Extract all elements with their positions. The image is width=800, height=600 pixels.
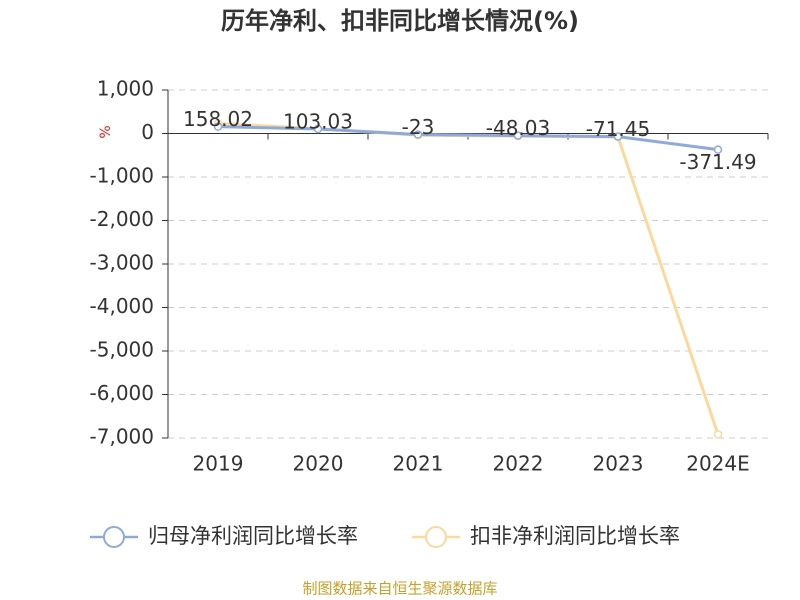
data-point <box>713 145 723 154</box>
x-tick-label: 2024E <box>686 452 750 476</box>
x-tick-label: 2020 <box>293 452 344 476</box>
y-tick-label: -4,000 <box>90 294 154 318</box>
y-tick-label: 1,000 <box>97 77 154 101</box>
x-tick-label: 2019 <box>193 452 244 476</box>
data-point <box>613 132 623 141</box>
y-tick-label: -3,000 <box>90 251 154 275</box>
y-axis-label: % <box>98 125 114 138</box>
series-line <box>217 121 720 435</box>
legend-label: 归母净利润同比增长率 <box>148 524 358 548</box>
chart-title: 历年净利、扣非同比增长情况(%) <box>221 7 579 35</box>
y-tick-label: -6,000 <box>90 381 154 405</box>
y-tick-label: -7,000 <box>90 425 154 449</box>
data-point <box>513 131 523 140</box>
y-tick-label: -5,000 <box>90 338 154 362</box>
data-label: -48.03 <box>486 116 550 140</box>
data-label: -23 <box>402 115 435 139</box>
legend-marker <box>103 526 125 548</box>
legend-marker <box>425 526 447 548</box>
data-label: -371.49 <box>679 150 756 174</box>
data-point <box>313 124 323 134</box>
data-label: -71.45 <box>586 117 650 141</box>
source-note: 制图数据来自恒生聚源数据库 <box>302 580 497 598</box>
series-line <box>217 125 719 152</box>
data-point <box>413 130 423 139</box>
y-tick-label: -2,000 <box>90 207 154 231</box>
data-label: 158.02 <box>183 107 253 131</box>
data-point <box>713 430 723 439</box>
y-tick-label: 0 <box>141 120 154 144</box>
x-tick-label: 2021 <box>393 452 444 476</box>
x-tick-label: 2022 <box>493 452 544 476</box>
data-point <box>213 122 223 131</box>
x-tick-label: 2023 <box>593 452 644 476</box>
y-tick-label: -1,000 <box>90 164 154 188</box>
data-label: 103.03 <box>283 110 353 134</box>
legend-label: 扣非净利润同比增长率 <box>470 524 680 548</box>
